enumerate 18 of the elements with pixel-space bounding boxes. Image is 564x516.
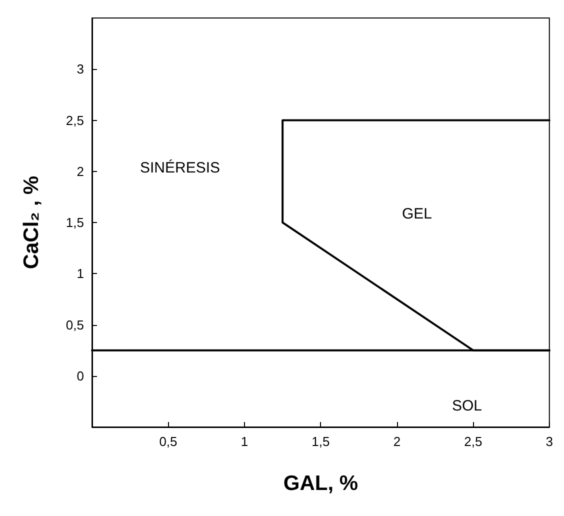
y-tick-label: 0	[76, 368, 84, 384]
x-tick-label: 2,5	[464, 434, 482, 449]
x-tick-label: 3	[546, 434, 553, 449]
x-tick-label: 1	[240, 434, 248, 449]
x-tick-label: 2	[393, 434, 401, 449]
annotation: GEL	[402, 206, 432, 222]
y-tick-label: 1	[76, 266, 84, 282]
x-tick-label: 0,5	[159, 434, 178, 449]
y-axis-title: CaCl₂ , %	[20, 176, 43, 270]
annotation: SOL	[452, 398, 482, 414]
y-tick-label: 3	[76, 62, 84, 77]
y-tick-label: 2,5	[66, 112, 84, 128]
x-tick-label: 1,5	[312, 434, 330, 449]
y-tick-label: 1,5	[66, 215, 84, 230]
x-axis-title: GAL, %	[283, 472, 358, 495]
y-tick-label: 0,5	[66, 317, 84, 332]
annotation: SINÉRESIS	[140, 158, 220, 176]
y-tick-label: 2	[76, 164, 84, 179]
